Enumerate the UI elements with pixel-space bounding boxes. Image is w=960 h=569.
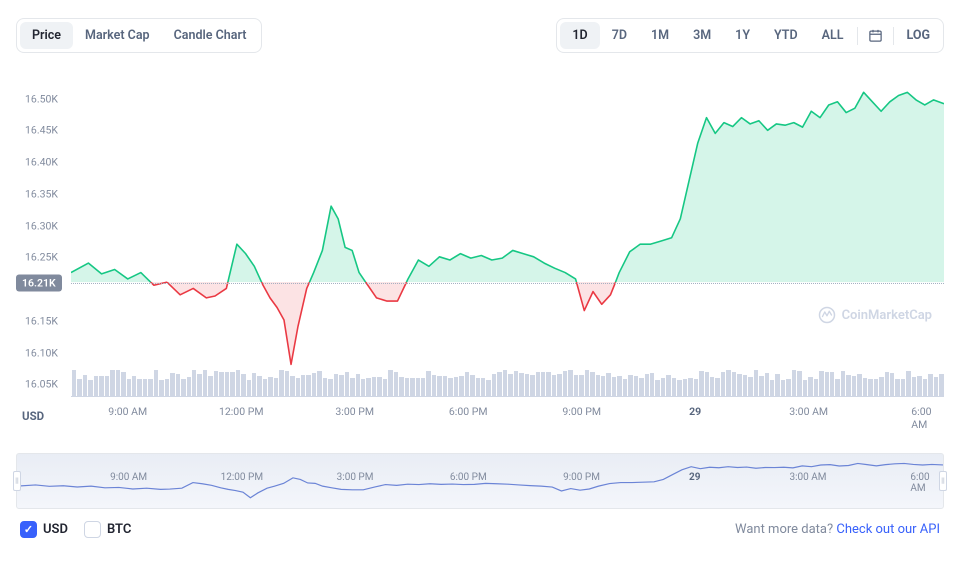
time-range-tabs: 1D7D1M3M1YYTDALL LOG — [556, 18, 944, 53]
checkbox-icon: ✓ — [20, 521, 37, 538]
line-chart-svg — [71, 67, 944, 396]
y-axis: 16.05K 16.10K 16.15K 16.21K 16.25K 16.30K 16.3… — [16, 67, 66, 397]
range-tab-1d[interactable]: 1D — [560, 22, 599, 49]
x-tick: 9:00 AM — [110, 472, 147, 483]
view-tab-market-cap[interactable]: Market Cap — [73, 22, 162, 49]
x-axis: 9:00 AM 12:00 PM 3:00 PM 6:00 PM 9:00 PM 29 3:… — [71, 405, 944, 423]
more-data-cta: Want more data? Check out our API — [735, 522, 940, 537]
brush-x-axis: 9:00 AM 12:00 PM 3:00 PM 6:00 PM 9:00 PM 29 3:… — [72, 472, 943, 490]
x-tick: 9:00 PM — [562, 405, 601, 418]
x-tick: 9:00 AM — [108, 405, 147, 418]
view-tab-price[interactable]: Price — [20, 22, 73, 49]
y-tick: 16.05K — [25, 378, 58, 391]
currency-toggle-btc[interactable]: BTC — [84, 521, 131, 538]
brush-handle-left[interactable]: || — [13, 471, 21, 491]
currency-toggle-usd[interactable]: ✓ USD — [20, 521, 68, 538]
y-tick: 16.40K — [25, 156, 58, 169]
baseline-price-tag: 16.21K — [16, 274, 62, 291]
range-tab-ytd[interactable]: YTD — [762, 22, 810, 49]
log-scale-toggle[interactable]: LOG — [896, 22, 940, 49]
coinmarketcap-icon — [818, 306, 836, 324]
x-tick: 12:00 PM — [219, 405, 264, 418]
x-tick: 3:00 AM — [789, 472, 826, 483]
currency-toggles: ✓ USD BTC — [20, 521, 131, 538]
view-tab-candle-chart[interactable]: Candle Chart — [162, 22, 259, 49]
volume-bars — [71, 368, 944, 396]
range-tab-1y[interactable]: 1Y — [723, 22, 762, 49]
currency-label: USD — [43, 522, 68, 537]
y-tick: 16.35K — [25, 187, 58, 200]
range-tab-3m[interactable]: 3M — [681, 22, 723, 49]
x-tick: 6:00 PM — [449, 405, 488, 418]
y-tick: 16.10K — [25, 346, 58, 359]
range-tab-1m[interactable]: 1M — [639, 22, 681, 49]
x-tick: 6:00 AM — [910, 472, 932, 494]
baseline-dotted — [71, 283, 944, 284]
y-tick: 16.50K — [25, 92, 58, 105]
x-tick: 6:00 AM — [911, 405, 933, 431]
range-tab-7d[interactable]: 7D — [600, 22, 639, 49]
x-tick: 3:00 AM — [789, 405, 828, 418]
time-brush[interactable]: || || 9:00 AM12:00 PM3:00 PM6:00 PM9:00 … — [16, 453, 944, 509]
x-tick: 29 — [689, 405, 701, 418]
chart-footer: ✓ USD BTC Want more data? Check out our AP… — [6, 509, 954, 538]
x-tick: 3:00 PM — [337, 472, 374, 483]
y-tick: 16.15K — [25, 314, 58, 327]
view-type-tabs: PriceMarket CapCandle Chart — [16, 18, 262, 53]
checkbox-icon — [84, 521, 101, 538]
x-tick: 12:00 PM — [221, 472, 263, 483]
api-link[interactable]: Check out our API — [836, 522, 940, 537]
more-data-text: Want more data? — [735, 522, 836, 537]
calendar-icon — [868, 28, 883, 43]
x-tick: 9:00 PM — [563, 472, 600, 483]
y-axis-unit: USD — [22, 409, 44, 423]
y-tick: 16.45K — [25, 124, 58, 137]
chart-toolbar: PriceMarket CapCandle Chart 1D7D1M3M1YYT… — [6, 18, 954, 53]
x-tick: 3:00 PM — [335, 405, 374, 418]
currency-label: BTC — [107, 522, 131, 537]
price-chart: 16.05K 16.10K 16.15K 16.21K 16.25K 16.30K 16.3… — [16, 67, 944, 447]
date-picker-button[interactable] — [860, 22, 891, 49]
range-tab-all[interactable]: ALL — [810, 22, 856, 49]
y-tick: 16.30K — [25, 219, 58, 232]
x-tick: 29 — [689, 472, 700, 483]
plot-area[interactable]: CoinMarketCap — [71, 67, 944, 397]
x-tick: 6:00 PM — [450, 472, 487, 483]
watermark-text: CoinMarketCap — [842, 308, 932, 323]
watermark: CoinMarketCap — [818, 306, 932, 324]
y-tick: 16.25K — [25, 251, 58, 264]
